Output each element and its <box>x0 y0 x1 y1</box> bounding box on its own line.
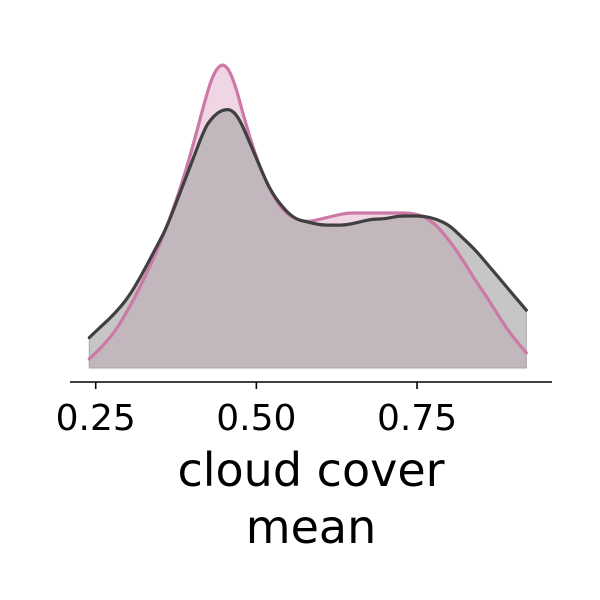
density-area-2 <box>88 109 527 369</box>
x-tick-label: 0.25 <box>56 398 136 439</box>
x-tick-label: 0.50 <box>216 398 296 439</box>
x-axis-label-line-2: mean <box>246 500 376 554</box>
x-axis-ticks: 0.25 0.50 0.75 <box>56 382 457 439</box>
density-areas <box>88 64 527 369</box>
x-tick-label: 0.75 <box>377 398 457 439</box>
x-axis-label-line-1: cloud cover <box>177 443 444 497</box>
density-line-2 <box>87 108 528 340</box>
density-lines <box>87 63 528 361</box>
